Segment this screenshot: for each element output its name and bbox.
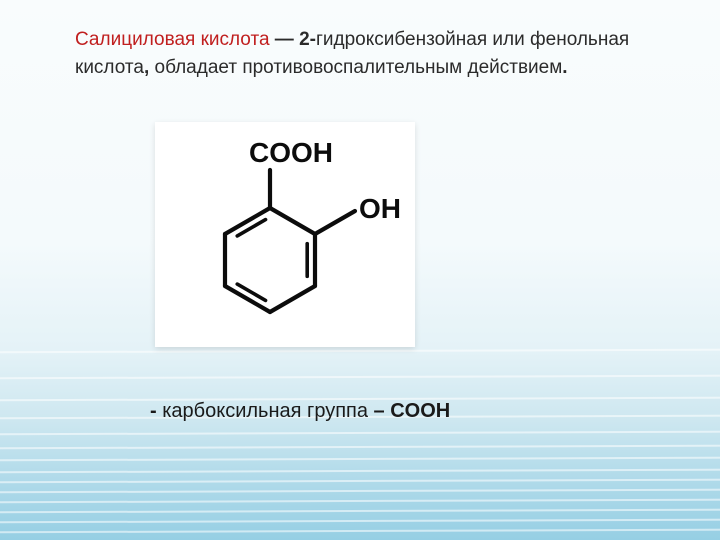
heading-line2a: кислота <box>75 57 144 78</box>
chemical-structure-card: COOH OH <box>155 122 415 347</box>
footer-dash: - <box>150 400 162 422</box>
svg-text:COOH: COOH <box>249 137 333 168</box>
svg-text:OH: OH <box>359 193 401 224</box>
heading-text: Салициловая кислота — 2-гидроксибензойна… <box>75 26 655 81</box>
footer-tail: – COOH <box>368 400 450 422</box>
footer-text: - карбоксильная группа – COOH <box>150 400 450 423</box>
heading-period: . <box>562 57 567 78</box>
heading-comma: , <box>144 57 155 78</box>
salicylic-acid-structure-icon: COOH OH <box>155 122 415 347</box>
heading-line1-rest: гидроксибензойная или фенольная <box>316 29 629 50</box>
footer-main: карбоксильная группа <box>162 400 368 422</box>
heading-line2b: обладает противовоспалительным действием <box>155 57 563 78</box>
heading-dash: — 2- <box>270 29 316 50</box>
heading-lead: Салициловая кислота <box>75 29 270 50</box>
